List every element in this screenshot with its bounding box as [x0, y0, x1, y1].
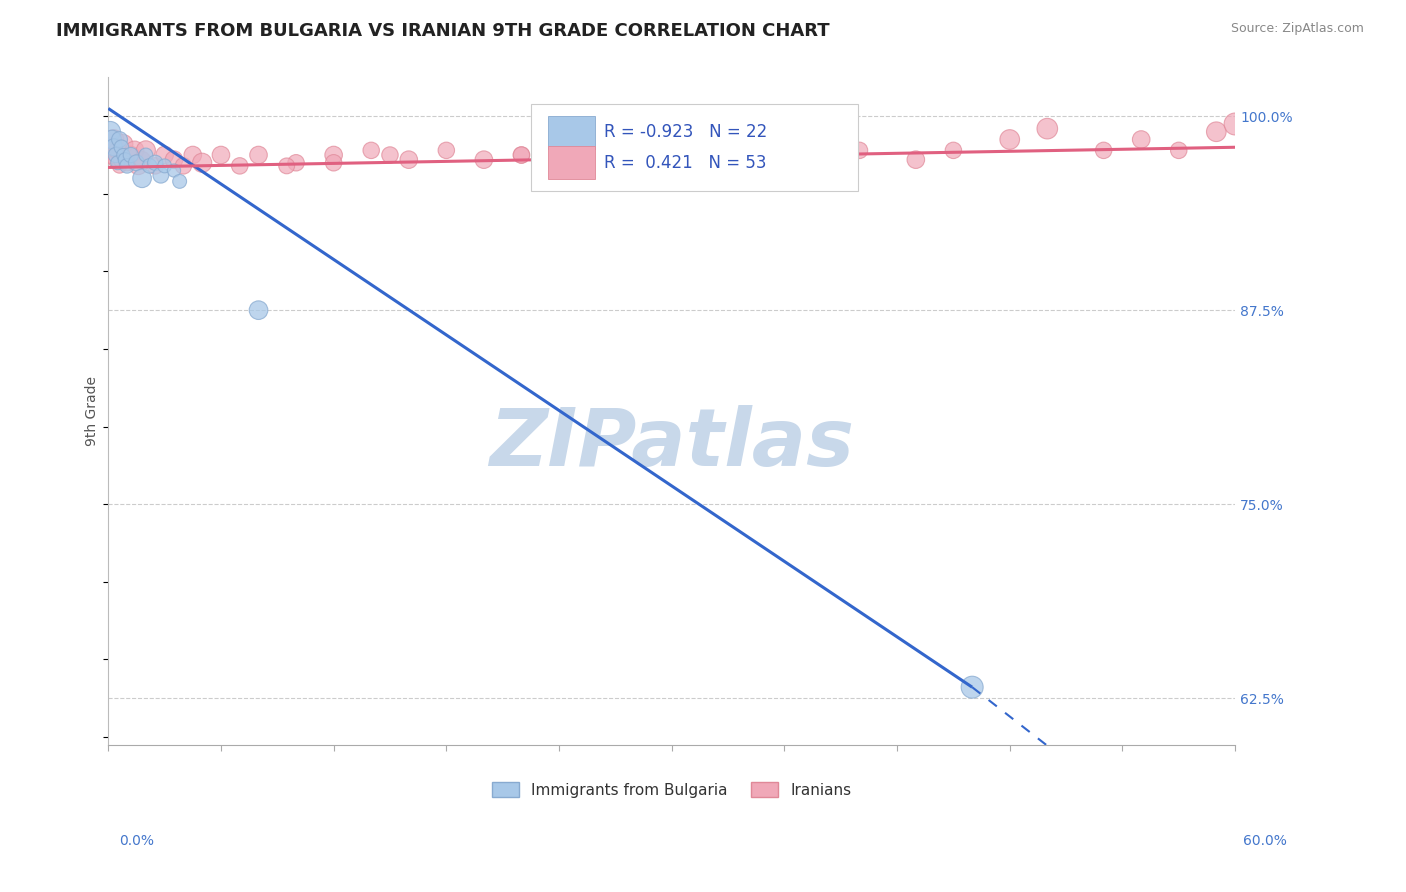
Y-axis label: 9th Grade: 9th Grade [86, 376, 100, 446]
Point [1092, 144, 1115, 158]
Text: 0.0%: 0.0% [120, 834, 155, 848]
Point [107, 144, 129, 158]
Point [108, 159, 131, 173]
FancyBboxPatch shape [531, 104, 858, 191]
Point [115, 155, 138, 169]
Point [98, 125, 121, 139]
Point [120, 148, 142, 162]
Point [172, 159, 194, 173]
Point [115, 159, 138, 173]
Point [585, 144, 607, 158]
Point [149, 168, 172, 182]
Point [1167, 144, 1189, 158]
Point [998, 132, 1021, 146]
Text: R =  0.421   N = 53: R = 0.421 N = 53 [605, 153, 766, 171]
Point [960, 680, 983, 694]
Text: Source: ZipAtlas.com: Source: ZipAtlas.com [1230, 22, 1364, 36]
Point [98, 148, 121, 162]
Point [229, 159, 252, 173]
Point [942, 144, 965, 158]
Point [181, 148, 204, 162]
Point [104, 148, 127, 162]
Point [434, 144, 457, 158]
Point [131, 171, 153, 186]
Text: 60.0%: 60.0% [1243, 834, 1286, 848]
Point [360, 144, 382, 158]
Point [755, 148, 778, 162]
Point [153, 148, 176, 162]
Point [127, 159, 149, 173]
Point [125, 155, 148, 169]
Point [378, 148, 401, 162]
Point [108, 132, 131, 146]
Point [138, 159, 160, 173]
Point [398, 153, 420, 167]
Point [135, 148, 157, 162]
Point [163, 153, 186, 167]
Point [285, 155, 308, 169]
Point [107, 155, 129, 169]
Point [135, 144, 157, 158]
Point [623, 153, 645, 167]
Text: ZIPatlas: ZIPatlas [489, 405, 855, 483]
Point [169, 174, 191, 188]
Point [548, 155, 571, 169]
Point [567, 155, 589, 169]
FancyBboxPatch shape [548, 146, 595, 179]
Point [697, 155, 720, 169]
Point [114, 153, 136, 167]
Point [191, 155, 214, 169]
Point [101, 132, 124, 146]
Point [101, 140, 124, 154]
Point [472, 153, 495, 167]
Point [1130, 132, 1153, 146]
Point [247, 303, 270, 318]
Point [848, 144, 870, 158]
Point [131, 153, 153, 167]
Point [103, 140, 125, 154]
Point [153, 159, 176, 173]
Point [510, 148, 533, 162]
Point [1036, 121, 1059, 136]
Point [755, 144, 778, 158]
Legend: Immigrants from Bulgaria, Iranians: Immigrants from Bulgaria, Iranians [485, 775, 858, 804]
Point [1223, 117, 1246, 131]
Point [124, 144, 146, 158]
Point [110, 153, 132, 167]
Point [103, 132, 125, 146]
Point [110, 140, 132, 154]
Point [904, 153, 927, 167]
Point [209, 148, 232, 162]
Text: R = -0.923   N = 22: R = -0.923 N = 22 [605, 123, 768, 142]
Point [247, 148, 270, 162]
Point [112, 148, 135, 162]
Point [322, 155, 344, 169]
Point [276, 159, 298, 173]
Point [1205, 125, 1227, 139]
Point [143, 155, 166, 169]
Point [322, 148, 344, 162]
Point [104, 153, 127, 167]
Point [120, 148, 142, 162]
Point [112, 137, 135, 152]
FancyBboxPatch shape [548, 116, 595, 149]
Point [143, 159, 166, 173]
Point [811, 153, 834, 167]
Point [661, 144, 683, 158]
Text: IMMIGRANTS FROM BULGARIA VS IRANIAN 9TH GRADE CORRELATION CHART: IMMIGRANTS FROM BULGARIA VS IRANIAN 9TH … [56, 22, 830, 40]
Point [510, 148, 533, 162]
Point [163, 163, 186, 178]
